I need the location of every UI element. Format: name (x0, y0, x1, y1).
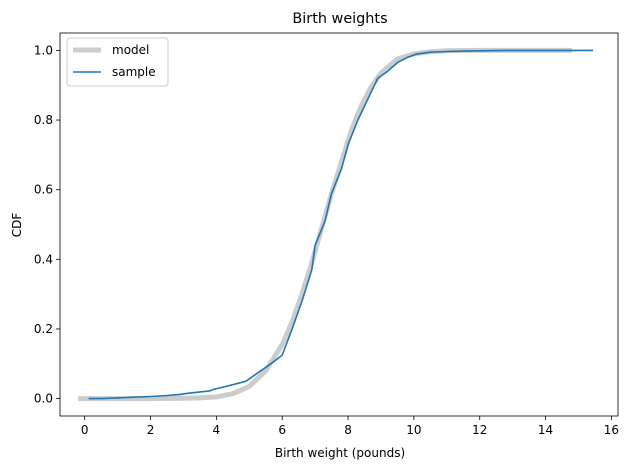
series-line-sample (88, 49, 593, 400)
y-tick-label: 0.8 (34, 113, 53, 127)
x-tick-label: 2 (147, 423, 155, 437)
chart-title: Birth weights (292, 11, 387, 27)
x-tick-label: 0 (81, 423, 89, 437)
y-tick-label: 1.0 (34, 43, 53, 57)
x-tick-label: 8 (344, 423, 352, 437)
x-tick-label: 12 (472, 423, 487, 437)
y-tick-label: 0.0 (34, 392, 53, 406)
plot-lines (78, 47, 593, 402)
x-axis-ticks: 0 2 4 6 8 10 12 14 16 (81, 416, 619, 437)
legend-label-sample: sample (112, 65, 156, 79)
x-tick-label: 4 (213, 423, 221, 437)
legend-label-model: model (112, 43, 149, 57)
y-axis-ticks: 0.0 0.2 0.4 0.6 0.8 1.0 (34, 43, 60, 406)
plot-area-border (59, 32, 619, 417)
axes-frame (59, 32, 619, 417)
y-axis-label: CDF (10, 213, 24, 238)
x-tick-label: 10 (406, 423, 421, 437)
legend: model sample (66, 37, 169, 87)
x-tick-label: 14 (538, 423, 553, 437)
x-tick-label: 16 (604, 423, 619, 437)
x-axis-label: Birth weight (pounds) (275, 446, 405, 460)
x-tick-label: 6 (278, 423, 286, 437)
y-tick-label: 0.4 (34, 252, 53, 266)
y-tick-label: 0.6 (34, 183, 53, 197)
y-tick-label: 0.2 (34, 322, 53, 336)
